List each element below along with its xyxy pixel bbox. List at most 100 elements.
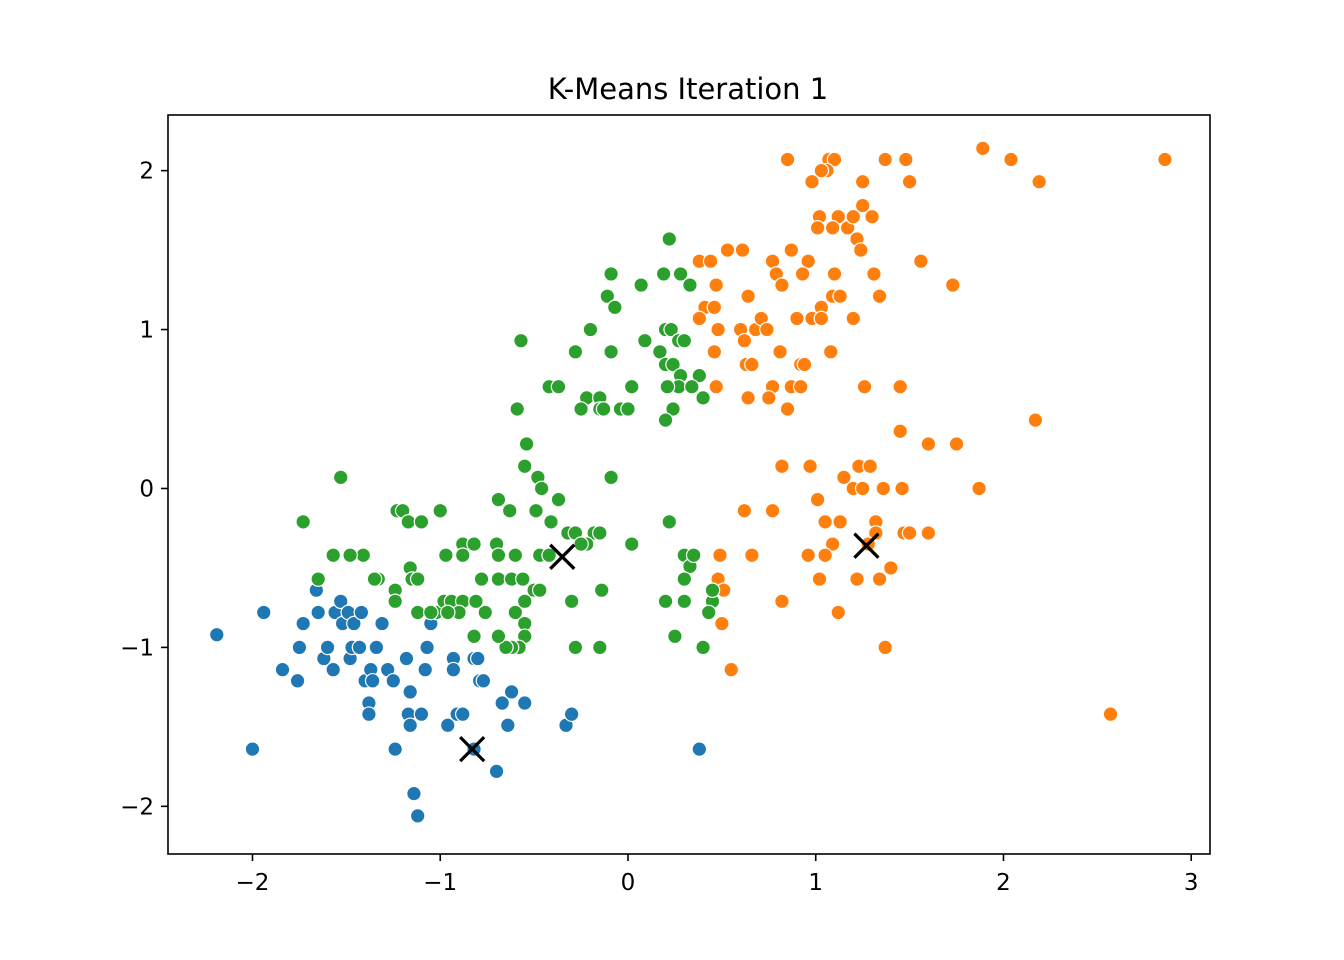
- data-point: [706, 343, 723, 360]
- data-point: [772, 343, 788, 360]
- data-point: [364, 672, 381, 689]
- data-point: [779, 151, 796, 168]
- data-point: [822, 343, 839, 360]
- data-point: [355, 547, 372, 564]
- data-point: [920, 436, 937, 452]
- x-tick-label: 2: [996, 870, 1011, 896]
- data-point: [783, 242, 800, 258]
- data-point: [468, 593, 484, 610]
- data-point: [871, 571, 888, 587]
- data-point: [657, 593, 674, 610]
- data-point: [877, 151, 893, 168]
- y-tick-label: 2: [139, 159, 154, 185]
- data-point: [708, 277, 725, 293]
- data-point: [684, 378, 700, 395]
- centroid-stroke: [459, 735, 486, 763]
- data-point: [811, 571, 828, 587]
- data-point: [813, 162, 830, 179]
- data-point: [385, 672, 402, 689]
- data-point: [764, 502, 781, 519]
- data-point: [488, 763, 505, 780]
- data-point: [809, 491, 826, 508]
- data-point: [682, 277, 698, 293]
- data-point: [515, 571, 531, 587]
- data-point: [413, 706, 430, 722]
- data-point: [402, 684, 418, 700]
- data-point: [507, 604, 524, 621]
- data-point: [637, 332, 653, 349]
- data-point: [868, 525, 884, 541]
- data-point: [1157, 151, 1173, 168]
- data-point: [944, 277, 961, 293]
- data-point: [971, 480, 987, 497]
- data-point: [894, 480, 910, 497]
- data-point: [516, 593, 533, 610]
- data-point: [892, 423, 909, 440]
- data-point: [849, 571, 865, 587]
- data-point: [734, 242, 751, 258]
- data-point: [310, 604, 326, 621]
- cluster-series-3: [295, 231, 721, 656]
- data-point: [685, 547, 702, 564]
- y-tick-label: 1: [139, 318, 154, 344]
- data-point: [469, 650, 486, 667]
- data-point: [295, 615, 311, 632]
- y-tick-label: −2: [120, 794, 154, 820]
- axis-ticks: −2 −1 0 1 2 3 −2 −1 0 1 2: [120, 159, 1198, 896]
- data-point: [845, 310, 862, 327]
- data-point: [620, 401, 636, 417]
- data-point: [607, 299, 623, 316]
- data-point: [387, 593, 403, 610]
- data-point: [398, 650, 415, 667]
- data-point: [691, 741, 708, 757]
- data-point: [809, 220, 826, 236]
- data-point: [332, 593, 349, 610]
- data-point: [528, 502, 544, 519]
- data-point: [854, 173, 871, 190]
- centroid-marker-2: [853, 532, 880, 559]
- data-point: [710, 321, 726, 338]
- data-point: [475, 672, 492, 689]
- data-point: [832, 514, 848, 530]
- data-point: [712, 547, 728, 564]
- data-point: [325, 547, 342, 564]
- data-point: [402, 717, 418, 734]
- data-point: [310, 571, 326, 587]
- data-point: [866, 266, 882, 282]
- data-point: [366, 571, 383, 587]
- plot-frame: [167, 114, 1211, 855]
- data-point: [417, 661, 434, 678]
- data-point: [623, 378, 640, 395]
- data-point: [573, 401, 589, 417]
- data-point: [409, 808, 426, 824]
- data-point: [603, 266, 619, 282]
- chart-title: K-Means Iteration 1: [548, 72, 828, 106]
- data-point: [274, 661, 291, 678]
- data-point: [445, 661, 462, 678]
- data-point: [353, 604, 370, 621]
- data-point: [592, 525, 608, 541]
- data-point: [374, 615, 390, 632]
- data-point: [332, 469, 349, 486]
- data-point: [623, 536, 640, 552]
- data-point: [901, 173, 918, 190]
- data-point: [413, 514, 430, 530]
- data-point: [400, 514, 417, 530]
- data-point: [466, 536, 482, 552]
- data-point: [864, 208, 880, 225]
- data-point: [295, 514, 311, 530]
- data-point: [473, 571, 490, 587]
- data-point: [826, 151, 843, 168]
- data-point: [676, 332, 693, 349]
- data-point: [901, 525, 918, 541]
- data-point: [409, 571, 426, 587]
- data-point: [592, 639, 608, 656]
- data-point: [676, 593, 693, 610]
- data-point: [518, 436, 535, 452]
- data-point: [419, 639, 435, 656]
- data-point: [659, 378, 676, 395]
- data-point: [691, 310, 708, 327]
- data-point: [800, 547, 817, 564]
- data-point: [661, 231, 678, 247]
